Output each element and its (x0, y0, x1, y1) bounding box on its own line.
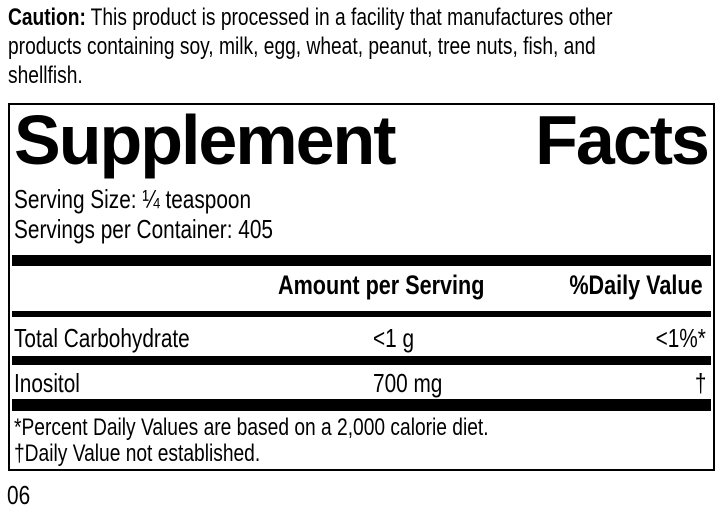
caution-line-1: Caution: This product is processed in a f… (8, 3, 720, 32)
divider-thick-bottom (12, 399, 711, 411)
column-header-row: Amount per Serving %Daily Value (10, 271, 713, 299)
panel-title: Supplement Facts (14, 101, 710, 179)
divider-header (12, 311, 711, 317)
table-row-total-carbohydrate: Total Carbohydrate <1 g <1%* (10, 325, 713, 352)
serving-size: Serving Size: ¼ teaspoon (14, 184, 252, 214)
caution-text: Caution: This product is processed in a f… (8, 3, 720, 90)
nutrient-name: Inositol (14, 368, 80, 398)
caution-line-2: products containing soy, milk, egg, whea… (8, 33, 596, 60)
nutrient-daily-value: † (694, 368, 706, 398)
caution-line-3: shellfish. (8, 62, 83, 89)
panel-title-word-facts: Facts (535, 101, 710, 179)
column-header-amount: Amount per Serving (278, 270, 485, 300)
caution-line-1-text: This product is processed in a facility … (90, 4, 613, 31)
divider-thick-top (12, 255, 711, 266)
footnote-daily-value-not-established: †Daily Value not established. (14, 440, 261, 467)
column-header-daily-value: %Daily Value (569, 270, 703, 300)
table-row-inositol: Inositol 700 mg † (10, 370, 713, 397)
footnote-percent-daily-values: *Percent Daily Values are based on a 2,0… (14, 414, 489, 441)
divider-row (12, 356, 711, 365)
panel-title-word-supplement: Supplement (14, 101, 397, 179)
servings-per-container: Servings per Container: 405 (14, 214, 273, 244)
supplement-facts-panel: Supplement Facts Serving Size: ¼ teaspoo… (8, 103, 715, 471)
caution-label: Caution: (8, 4, 86, 31)
nutrient-daily-value: <1%* (655, 323, 706, 353)
nutrient-amount: <1 g (373, 323, 415, 353)
page-code: 06 (7, 480, 31, 510)
nutrient-name: Total Carbohydrate (14, 323, 190, 353)
nutrient-amount: 700 mg (373, 368, 443, 398)
